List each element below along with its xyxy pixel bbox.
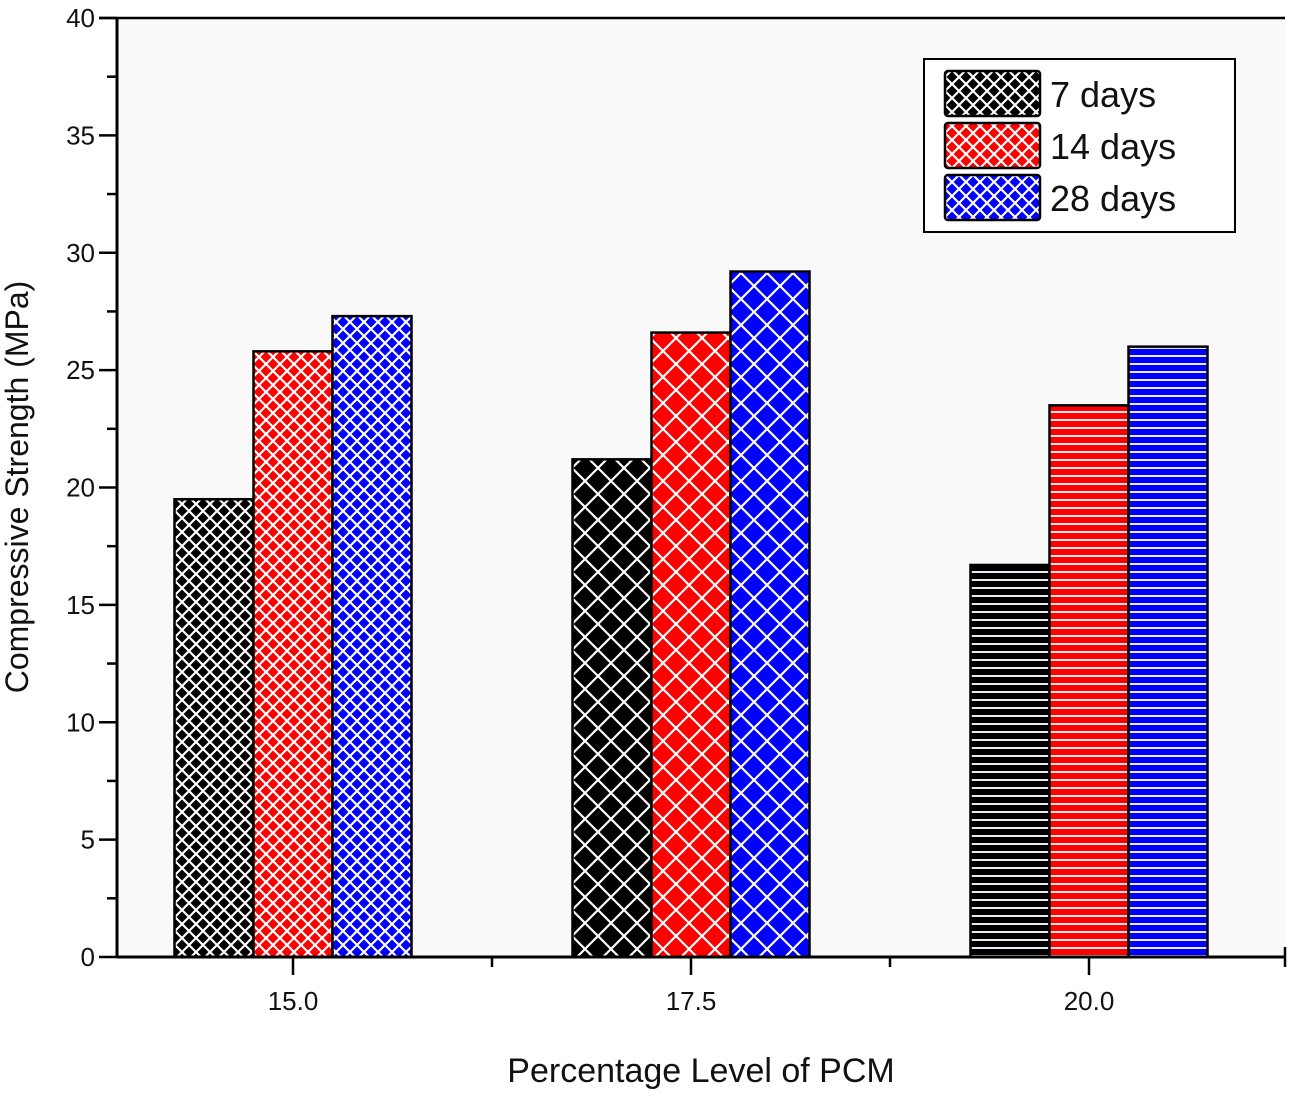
bar-pattern xyxy=(1127,345,1209,959)
y-tick-label: 15 xyxy=(66,590,95,620)
bar-pattern xyxy=(571,458,653,959)
bar-pattern xyxy=(331,314,413,959)
bar-7-days-17.5 xyxy=(571,458,653,959)
bar-14-days-15.0 xyxy=(252,350,334,959)
y-tick-label: 40 xyxy=(66,3,95,33)
legend-label: 14 days xyxy=(1050,126,1176,167)
x-tick-label: 15.0 xyxy=(268,986,319,1016)
bar-28-days-20.0 xyxy=(1127,345,1209,959)
bar-7-days-15.0 xyxy=(173,497,255,959)
legend: 7 days 14 days 28 days xyxy=(923,58,1236,233)
bar-pattern xyxy=(173,497,255,959)
y-tick-label: 20 xyxy=(66,473,95,503)
x-axis-label: Percentage Level of PCM xyxy=(507,1052,894,1090)
legend-item-14-days: 14 days xyxy=(943,121,1176,170)
bar-7-days-20.0 xyxy=(969,563,1051,959)
y-tick-label: 35 xyxy=(66,120,95,150)
bar-14-days-20.0 xyxy=(1048,404,1130,959)
legend-label: 28 days xyxy=(1050,178,1176,219)
y-tick-label: 25 xyxy=(66,355,95,385)
legend-swatch-pattern xyxy=(943,121,1042,170)
bar-pattern xyxy=(1048,404,1130,959)
y-axis-label: Compressive Strength (MPa) xyxy=(0,281,35,694)
bar-pattern xyxy=(729,270,811,959)
legend-label: 7 days xyxy=(1050,74,1156,115)
bars-group xyxy=(173,270,1209,959)
legend-item-7-days: 7 days xyxy=(943,69,1156,118)
legend-item-28-days: 28 days xyxy=(943,173,1176,222)
x-tick-label: 17.5 xyxy=(666,986,717,1016)
x-tick-label: 20.0 xyxy=(1064,986,1115,1016)
y-tick-label: 5 xyxy=(81,825,95,855)
y-tick-label: 0 xyxy=(81,942,95,972)
y-tick-label: 30 xyxy=(66,238,95,268)
bar-28-days-17.5 xyxy=(729,270,811,959)
bar-pattern xyxy=(969,563,1051,959)
legend-swatch-pattern xyxy=(943,69,1042,118)
bar-28-days-15.0 xyxy=(331,314,413,959)
bar-14-days-17.5 xyxy=(650,331,732,959)
bar-pattern xyxy=(650,331,732,959)
legend-swatch-pattern xyxy=(943,173,1042,222)
bar-pattern xyxy=(252,350,334,959)
y-tick-label: 10 xyxy=(66,707,95,737)
axes-group: 0 5 10 15 20 25 30 35 40 15.0 17.5 20.0 xyxy=(66,3,1287,1016)
